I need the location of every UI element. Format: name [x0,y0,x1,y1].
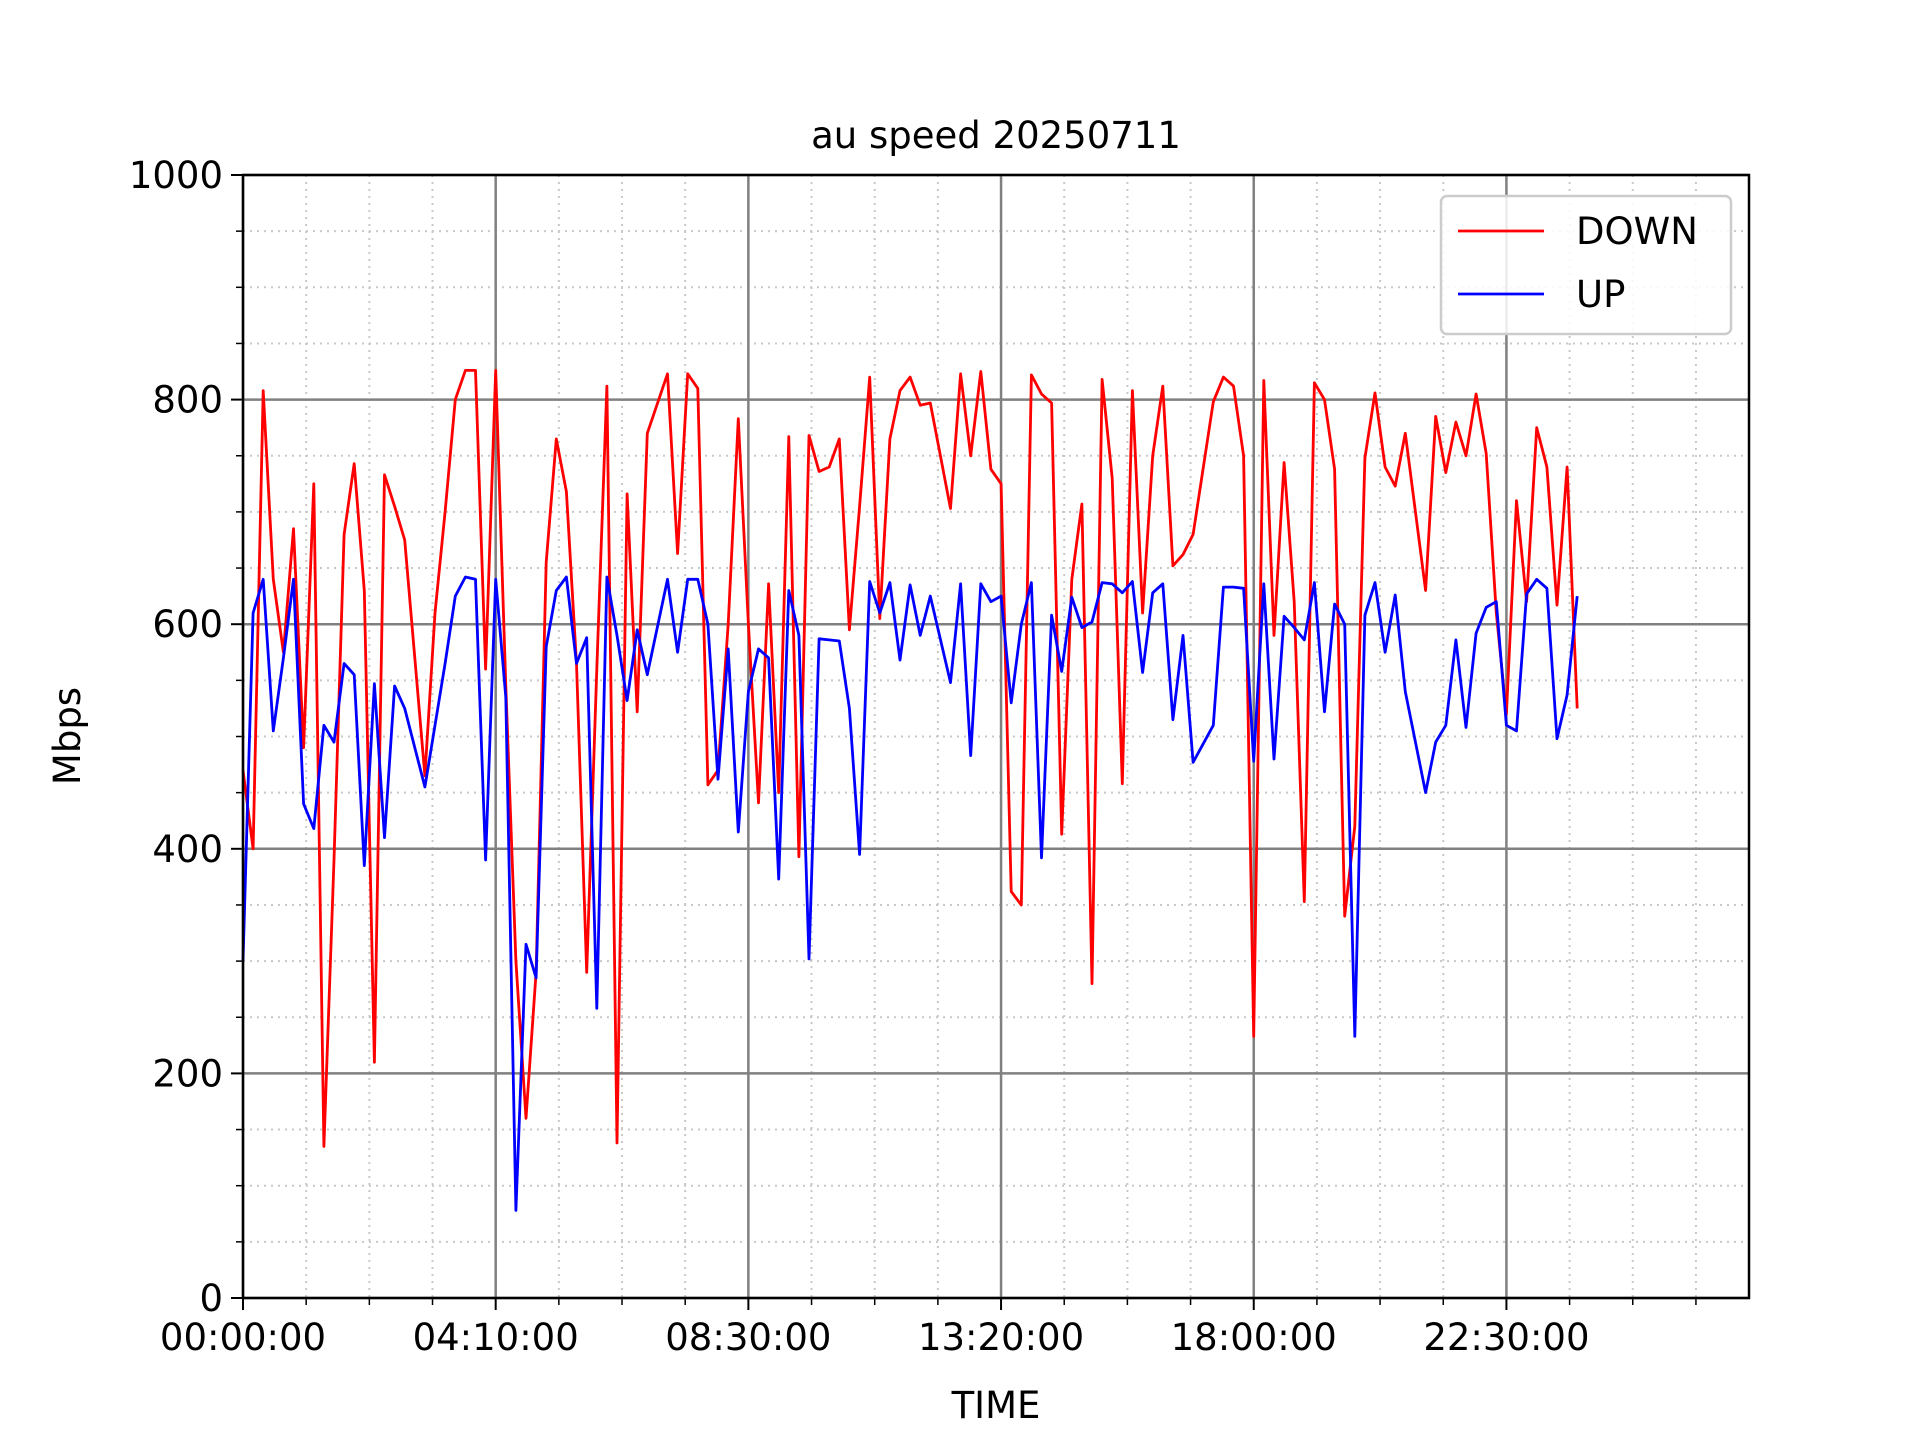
y-tick-label: 800 [152,379,223,422]
data-line [241,369,1579,1148]
y-tick-label: 200 [152,1052,223,1095]
x-tick-label: 22:30:00 [1423,1316,1589,1359]
plot-frame [241,173,1751,1300]
x-tick-label: 18:00:00 [1171,1316,1337,1359]
legend-label: DOWN [1576,210,1698,253]
x-tick-label: 04:10:00 [413,1316,579,1359]
chart-title: au speed 20250711 [811,114,1181,157]
legend-label: UP [1576,273,1625,316]
data-line [241,575,1579,1212]
y-tick-label: 400 [152,828,223,871]
y-tick-label: 600 [152,603,223,646]
x-tick-label: 13:20:00 [918,1316,1084,1359]
legend: DOWN UP [1439,194,1733,336]
y-tick-label: 0 [199,1277,223,1320]
x-tick-label: 08:30:00 [665,1316,831,1359]
x-axis-label: TIME [951,1384,1041,1427]
y-axis-label: Mbps [46,687,89,785]
y-tick-label: 1000 [129,154,223,197]
x-tick-label: 00:00:00 [160,1316,326,1359]
